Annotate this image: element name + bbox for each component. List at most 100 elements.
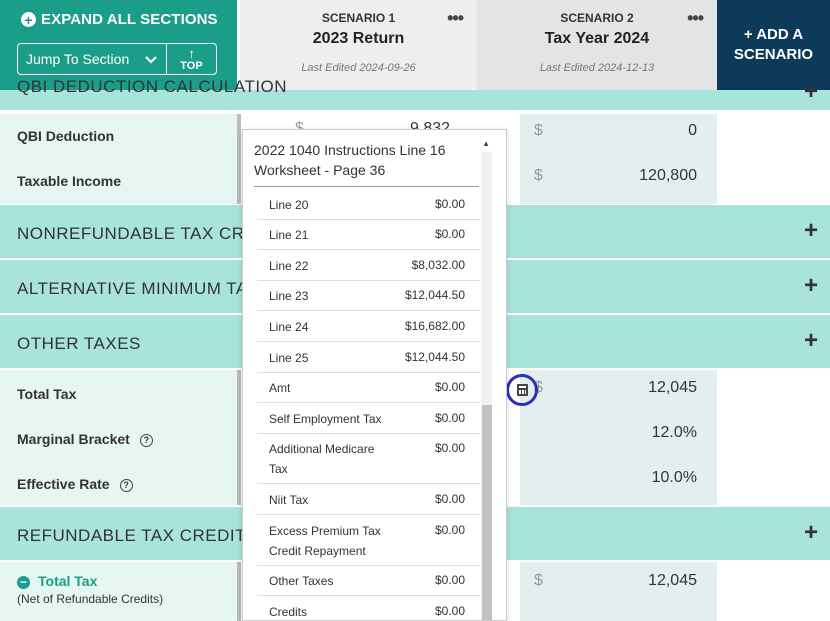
worksheet-row-label: Line 21 [269, 228, 309, 242]
worksheet-row-label: Line 25 [269, 351, 309, 365]
worksheet-row: Line 20 $0.00 [257, 189, 480, 220]
effective-rate-text: Effective Rate [17, 476, 110, 492]
worksheet-row-value: $0.00 [434, 573, 465, 587]
dollar-sign: $ [295, 120, 304, 138]
worksheet-row-label: Additional Medicare Tax [269, 442, 375, 476]
plus-icon[interactable]: + [803, 272, 818, 299]
dollar-sign: $ [534, 122, 543, 139]
total-tax-net-s2-value: 12,045 [648, 572, 697, 589]
worksheet-row: Line 23 $12,044.50 [257, 280, 480, 311]
scroll-up-icon[interactable]: ▲ [482, 139, 490, 148]
scrollbar-track[interactable] [481, 152, 492, 620]
worksheet-row-value: $0.00 [434, 604, 465, 618]
dollar-sign: $ [534, 572, 543, 589]
jump-to-section-label: Jump To Section [26, 51, 130, 67]
worksheet-row: Line 24 $16,682.00 [257, 311, 480, 342]
worksheet-row-value: $16,682.00 [404, 319, 465, 333]
plus-icon[interactable]: + [803, 217, 818, 244]
row-label-qbi-deduction: QBI Deduction [17, 128, 115, 144]
worksheet-row: Niit Tax $0.00 [257, 484, 480, 515]
help-icon[interactable]: ? [139, 434, 153, 447]
dollar-sign: $ [534, 167, 543, 184]
expand-all-button[interactable]: + EXPAND ALL SECTIONS [21, 11, 218, 28]
row-label-taxable-income: Taxable Income [17, 173, 122, 189]
plus-icon[interactable]: + [803, 519, 818, 546]
calculator-glyph [516, 384, 528, 396]
add-scenario-button[interactable]: + ADD A SCENARIO [717, 0, 830, 90]
calculator-icon[interactable] [506, 374, 538, 406]
worksheet-row-value: $0.00 [434, 492, 465, 506]
worksheet-row-label: Excess Premium Tax Credit Repayment [269, 524, 381, 558]
plus-icon[interactable]: + [803, 327, 818, 354]
worksheet-row-label: Line 24 [269, 320, 309, 334]
worksheet-title: 2022 1040 Instructions Line 16 Worksheet… [254, 140, 479, 187]
help-icon[interactable]: ? [119, 479, 133, 492]
scenario-1-label: SCENARIO 1 [321, 11, 396, 25]
scenario-1-header: SCENARIO 1 2023 Return Last Edited 2024-… [240, 0, 477, 90]
scenario-1-edited: Last Edited 2024-09-26 [301, 62, 416, 74]
tax-summary-s2-values: $ 12,045 12.0% 10.0% [520, 370, 717, 505]
section-title-refundable: REFUNDABLE TAX CREDITS [17, 526, 258, 545]
top-button[interactable]: ↑ TOP [166, 43, 217, 75]
worksheet-row-value: $12,044.50 [404, 350, 465, 364]
section-title-amt: ALTERNATIVE MINIMUM TAX (AMT) [17, 279, 315, 298]
arrow-up-icon: ↑ [188, 46, 195, 61]
section-title-other-taxes: OTHER TAXES [17, 334, 141, 353]
dollar-sign: $ [534, 379, 543, 396]
scrollbar-thumb[interactable] [482, 405, 492, 620]
worksheet-row: Credits $0.00 [257, 596, 480, 620]
scenario-1-name: 2023 Return [312, 30, 405, 47]
header-controls: + EXPAND ALL SECTIONS Jump To Section ↑ … [0, 0, 237, 90]
section-title-nonrefundable: NONREFUNDABLE TAX CREDITS [17, 224, 298, 243]
plus-icon[interactable]: + [803, 78, 818, 105]
worksheet-popup: 2022 1040 Instructions Line 16 Worksheet… [242, 129, 507, 621]
worksheet-row-value: $12,044.50 [404, 288, 465, 302]
scenario-2-header: SCENARIO 2 Tax Year 2024 Last Edited 202… [477, 0, 717, 90]
worksheet-row: Amt $0.00 [257, 372, 480, 403]
worksheet-row: Excess Premium Tax Credit Repayment $0.00 [257, 515, 480, 566]
minus-circle-icon[interactable]: − [17, 576, 30, 589]
section-qbi[interactable]: QBI DEDUCTION CALCULATION + [0, 77, 830, 110]
worksheet-row-value: $0.00 [434, 227, 465, 241]
worksheet-row-value: $0.00 [434, 441, 465, 455]
total-tax-s2-value[interactable]: 12,045 [648, 379, 697, 396]
worksheet-row-label: Amt [269, 381, 291, 395]
jump-to-section-select[interactable]: Jump To Section [17, 43, 167, 75]
worksheet-row-label: Line 23 [269, 289, 309, 303]
worksheet-row-value: $0.00 [434, 380, 465, 394]
worksheet-row-label: Other Taxes [269, 574, 334, 588]
column-divider [237, 370, 241, 505]
more-icon[interactable]: ••• [687, 8, 704, 28]
effective-rate-s2-value: 10.0% [651, 469, 697, 486]
worksheet-row-value: $0.00 [434, 197, 465, 211]
worksheet-row-label: Credits [269, 605, 308, 619]
scenario-2-name: Tax Year 2024 [544, 30, 650, 47]
row-label-marginal-bracket: Marginal Bracket? [17, 431, 153, 447]
tax-summary-labels: Total Tax Marginal Bracket? Effective Ra… [0, 370, 237, 505]
more-icon[interactable]: ••• [447, 8, 464, 28]
total-tax-net-label: Total Tax [38, 573, 98, 589]
chevron-down-icon [145, 56, 157, 64]
column-divider [237, 114, 241, 204]
qbi-row-labels: QBI Deduction Taxable Income [0, 114, 237, 204]
marginal-bracket-s2-value: 12.0% [651, 424, 697, 441]
expand-all-label: EXPAND ALL SECTIONS [41, 11, 218, 28]
worksheet-row-label: Niit Tax [269, 493, 309, 507]
taxable-income-s2-value[interactable]: 120,800 [639, 167, 697, 184]
total-tax-net-toggle[interactable]: − Total Tax [17, 573, 97, 589]
worksheet-row-value: $0.00 [434, 523, 465, 537]
worksheet-row-label: Line 22 [269, 259, 309, 273]
worksheet-row-label: Line 20 [269, 198, 309, 212]
worksheet-row-value: $8,032.00 [411, 258, 465, 272]
qbi-deduction-s2-value[interactable]: 0 [688, 122, 697, 139]
marginal-bracket-text: Marginal Bracket [17, 431, 130, 447]
row-label-total-tax: Total Tax [17, 386, 77, 402]
plus-circle-icon: + [21, 12, 36, 27]
scenario-2-label: SCENARIO 2 [560, 11, 634, 25]
worksheet-row: Additional Medicare Tax $0.00 [257, 433, 480, 484]
row-label-effective-rate: Effective Rate? [17, 476, 133, 492]
total-tax-net-s2-cell: $ 12,045 [520, 562, 717, 621]
scenario-2-edited: Last Edited 2024-12-13 [539, 62, 655, 74]
section-title-qbi: QBI DEDUCTION CALCULATION [17, 77, 288, 96]
worksheet-row: Other Taxes $0.00 [257, 565, 480, 596]
